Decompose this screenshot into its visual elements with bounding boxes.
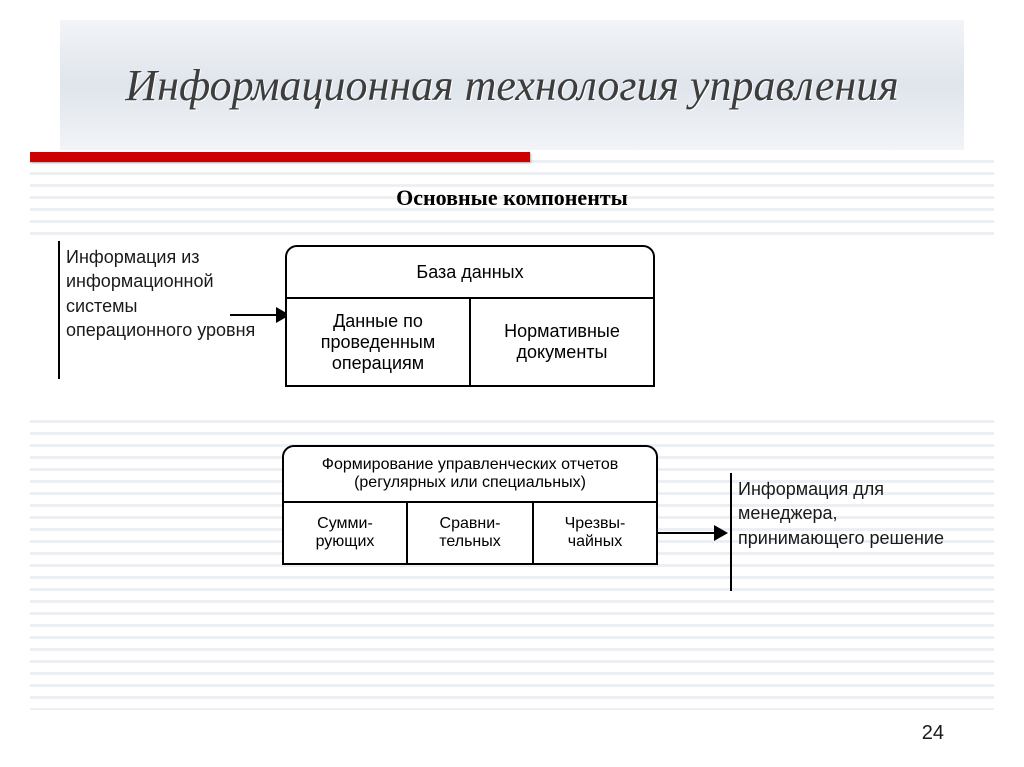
output-label: Информация для менеджера, принимающего р…	[738, 477, 958, 550]
diagram-container: Информация из информационной системы опе…	[40, 245, 984, 645]
slide-title: Информационная технология управления	[125, 58, 898, 113]
page-number: 24	[922, 722, 944, 745]
left-guide-line	[58, 241, 60, 379]
block1-header-text: База данных	[416, 262, 523, 283]
input-label: Информация из информационной системы опе…	[66, 245, 256, 342]
block2-cell-2-text: Чрезвы- чайных	[565, 515, 626, 551]
slide-subtitle: Основные компоненты	[0, 185, 1024, 211]
title-band: Информационная технология управления	[60, 20, 964, 150]
input-label-text: Информация из информационной системы опе…	[66, 247, 255, 340]
block2-cell-2: Чрезвы- чайных	[532, 501, 658, 565]
block1-cell-0-text: Данные по проведенным операциям	[291, 311, 465, 374]
block1-cell-1-text: Нормативные документы	[475, 321, 649, 363]
block2-header-text: Формирование управленческих отчетов (рег…	[292, 456, 648, 492]
block1-header: База данных	[285, 245, 655, 299]
block2-cell-0: Сумми- рующих	[282, 501, 408, 565]
block1-cell-1: Нормативные документы	[469, 297, 655, 387]
block2-cell-0-text: Сумми- рующих	[316, 515, 375, 551]
output-label-text: Информация для менеджера, принимающего р…	[738, 479, 944, 548]
arrow-block2-to-output-head	[714, 525, 728, 541]
accent-bar	[30, 152, 530, 162]
block1-cell-0: Данные по проведенным операциям	[285, 297, 471, 387]
block2-cell-1: Сравни- тельных	[406, 501, 534, 565]
block2-cell-1-text: Сравни- тельных	[439, 515, 501, 551]
right-guide-line	[730, 473, 732, 591]
arrow-block2-to-output	[658, 532, 718, 534]
block2-header: Формирование управленческих отчетов (рег…	[282, 445, 658, 503]
arrow-input-to-block1	[230, 314, 280, 316]
